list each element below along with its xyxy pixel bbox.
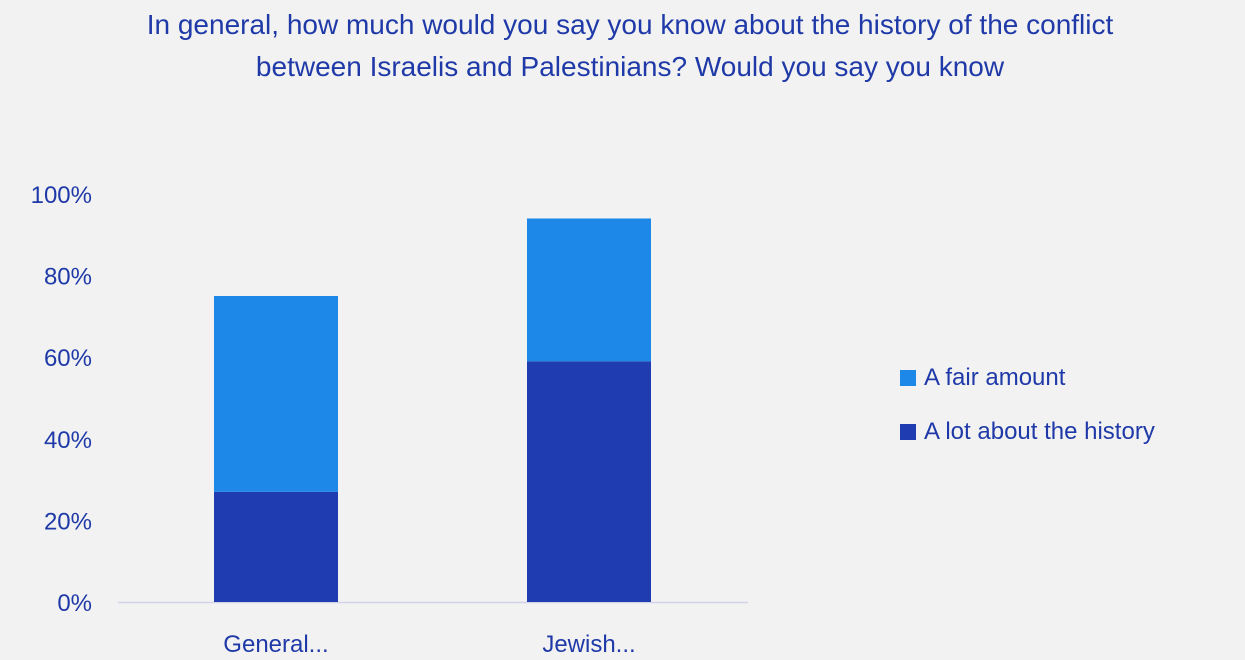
bar-segment-a-lot-1 xyxy=(527,361,651,602)
bar-segment-a-lot-0 xyxy=(214,491,338,602)
legend-label-fair-amount: A fair amount xyxy=(924,364,1066,391)
y-tick-label: 40% xyxy=(44,427,92,454)
x-tick-label: General... xyxy=(223,631,328,658)
chart-title: In general, how much would you say you k… xyxy=(146,9,1114,82)
x-axis-labels: General... Jewish... xyxy=(223,631,635,658)
y-axis-ticks: 0% 20% 40% 60% 80% 100% xyxy=(31,182,92,617)
legend: A fair amount A lot about the history xyxy=(900,362,1155,470)
legend-label-a-lot: A lot about the history xyxy=(924,418,1155,445)
legend-swatch-a-lot xyxy=(900,424,916,440)
y-tick-label: 0% xyxy=(57,590,92,617)
legend-item-a-lot[interactable]: A lot about the history xyxy=(900,416,1155,448)
legend-swatch-fair-amount xyxy=(900,370,916,386)
bars xyxy=(214,218,651,602)
y-tick-label: 80% xyxy=(44,264,92,291)
legend-item-fair-amount[interactable]: A fair amount xyxy=(900,362,1155,394)
bar-segment-fair-amount-0 xyxy=(214,296,338,492)
y-tick-label: 20% xyxy=(44,508,92,535)
bar-segment-fair-amount-1 xyxy=(527,218,651,362)
y-tick-label: 60% xyxy=(44,345,92,372)
x-tick-label: Jewish... xyxy=(542,631,635,658)
y-tick-label: 100% xyxy=(31,182,92,209)
